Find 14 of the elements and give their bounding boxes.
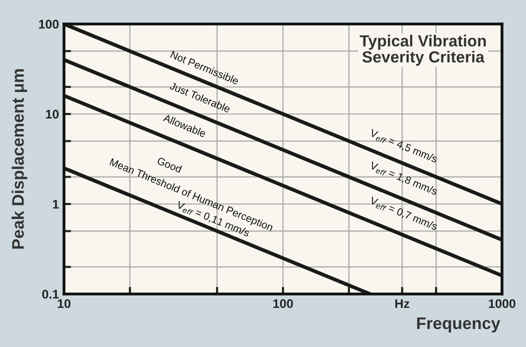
y-axis-title: Peak Displacement μm [12,69,28,249]
x-axis-title: Frequency [417,318,500,332]
x-tick-label: Hz [395,299,410,308]
x-tick-label: 10 [58,299,70,308]
annotation: V$_{eff}$ = 0,7 mm/s [368,196,438,232]
y-tick-label: 100 [39,20,59,29]
y-tick-label: 1 [52,200,59,209]
x-tick-label: 100 [273,299,293,308]
y-tick-label: 10 [46,110,59,119]
annotation: V$_{eff}$ = 1,8 mm/s [368,161,438,197]
text: Typical Vibration Severity Criteria [360,34,486,66]
x-tick-label: 1000 [488,299,516,308]
annotation: V$_{eff}$ = 4,5 mm/s [369,129,438,163]
y-tick-label: 0.1 [42,290,59,299]
